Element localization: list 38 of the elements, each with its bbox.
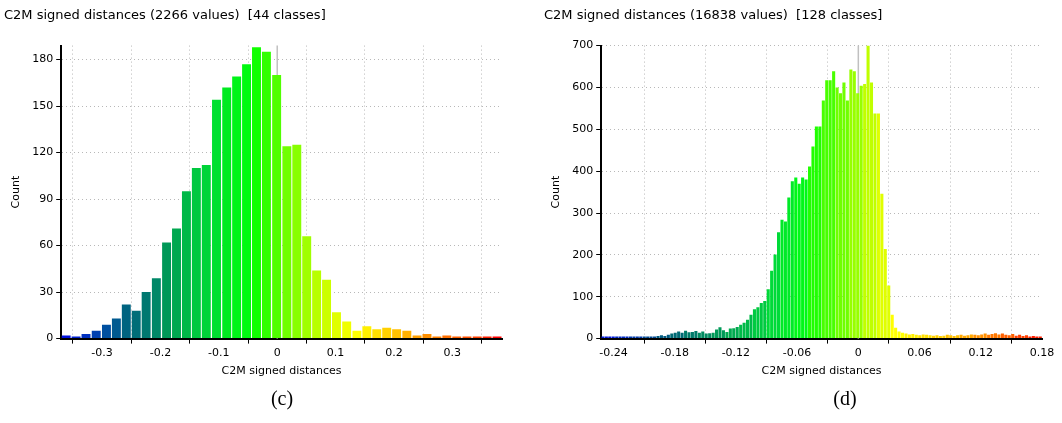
y-tick-label: 90 <box>39 191 54 205</box>
x-tick-label: 0.1 <box>326 346 345 360</box>
y-tick-label: 150 <box>32 98 54 112</box>
y-tick-label: 0 <box>586 331 594 345</box>
y-tick-label: 500 <box>572 122 594 136</box>
y-axis-title: Count <box>9 175 23 209</box>
text: (d) <box>833 386 857 410</box>
x-tick-label: 0 <box>273 346 281 360</box>
y-tick-label: 30 <box>39 284 54 298</box>
x-tick-label: -0.2 <box>149 346 172 360</box>
x-tick-label: 0.3 <box>443 346 462 360</box>
x-tick-label: 0.12 <box>968 346 994 360</box>
y-tick-label: 600 <box>572 80 594 94</box>
y-tick-label: 60 <box>39 238 54 252</box>
y-tick-label: 0 <box>46 331 54 345</box>
x-tick-label: 0.2 <box>385 346 403 360</box>
x-tick-label: -0.06 <box>782 346 812 360</box>
y-tick-label: 700 <box>572 38 594 52</box>
y-tick-label: 100 <box>572 289 594 303</box>
x-tick-label: -0.3 <box>91 346 113 360</box>
y-tick-label: 300 <box>572 205 594 219</box>
y-tick-label: 400 <box>572 164 594 178</box>
x-axis-title: C2M signed distances <box>221 364 342 378</box>
x-tick-label: 0 <box>854 346 862 360</box>
x-tick-label: 0.06 <box>907 346 932 360</box>
chart-title: C2M signed distances (16838 values) [128 classes] <box>544 7 883 23</box>
y-tick-label: 200 <box>572 247 594 261</box>
text: (c) <box>270 386 294 410</box>
x-tick-label: 0.18 <box>1029 346 1055 360</box>
x-axis-title: C2M signed distances <box>761 364 882 378</box>
x-tick-label: -0.24 <box>599 346 628 360</box>
x-tick-label: -0.18 <box>660 346 689 360</box>
y-axis-title: Count <box>549 175 563 209</box>
x-tick-label: -0.12 <box>721 346 751 360</box>
y-tick-label: 180 <box>32 52 54 66</box>
chart-title: C2M signed distances (2266 values) [44 classes] <box>4 7 326 23</box>
x-tick-label: -0.1 <box>208 346 230 360</box>
y-tick-label: 120 <box>32 145 54 159</box>
